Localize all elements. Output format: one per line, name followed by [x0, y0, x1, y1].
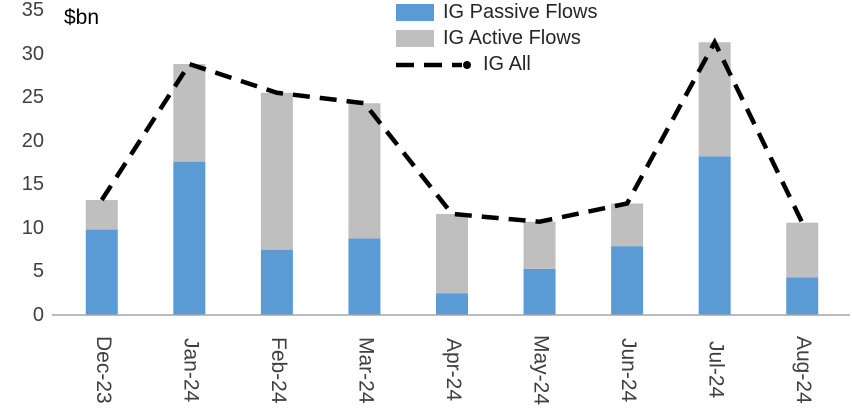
legend-item-ig-passive-flows: IG Passive Flows	[396, 1, 598, 23]
y-tick-35: 35	[21, 0, 44, 21]
legend-label-ig-passive-flows: IG Passive Flows	[443, 1, 598, 23]
bar-passive-jun-24	[611, 246, 644, 315]
bar-active-apr-24	[436, 213, 468, 294]
bar-passive-jan-24	[173, 161, 206, 315]
y-tick-10: 10	[21, 216, 44, 239]
x-tick-jan-24: Jan-24	[179, 337, 203, 403]
bar-passive-feb-24	[260, 249, 293, 315]
bar-passive-apr-24	[436, 293, 468, 315]
legend-swatch-ig-passive-flows	[396, 4, 434, 21]
legend-item-ig-active-flows: IG Active Flows	[396, 27, 597, 49]
x-tick-dec-23: Dec-23	[91, 336, 115, 404]
legend: IG Passive Flows IG Active Flows IG All	[396, 1, 598, 75]
bar-active-mar-24	[348, 103, 381, 239]
bar-passive-dec-23	[85, 229, 118, 315]
y-tick-25: 25	[21, 86, 44, 109]
bar-active-jun-24	[611, 203, 644, 247]
bar-active-feb-24	[260, 92, 293, 250]
bar-active-aug-24	[786, 222, 819, 278]
x-tick-jun-24: Jun-24	[617, 337, 641, 403]
legend-label-ig-all: IG All	[483, 53, 531, 75]
bar-passive-aug-24	[786, 277, 819, 315]
bar-active-dec-23	[85, 199, 118, 230]
y-tick-30: 30	[21, 42, 44, 65]
y-axis-unit-label: $bn	[64, 6, 100, 29]
x-tick-apr-24: Apr-24	[442, 338, 465, 402]
x-tick-jul-24: Jul-24	[704, 341, 728, 399]
y-tick-15: 15	[21, 173, 44, 196]
x-tick-may-24: May-24	[529, 334, 553, 406]
legend-swatch-ig-active-flows	[396, 30, 434, 47]
bar-passive-may-24	[523, 268, 556, 315]
x-tick-aug-24: Aug-24	[792, 336, 816, 404]
legend-dashed-line-ig-all	[396, 60, 471, 69]
legend-line-dot	[463, 60, 471, 69]
bar-passive-mar-24	[348, 238, 381, 315]
ig-all-dashed-line	[99, 37, 805, 225]
y-tick-0: 0	[32, 304, 44, 326]
x-tick-feb-24: Feb-24	[266, 336, 290, 404]
legend-label-ig-active-flows: IG Active Flows	[443, 27, 581, 49]
legend-item-ig-all: IG All	[396, 53, 597, 75]
bar-active-may-24	[523, 221, 556, 269]
x-tick-mar-24: Mar-24	[354, 336, 378, 404]
y-tick-20: 20	[21, 129, 44, 152]
y-tick-5: 5	[32, 260, 44, 283]
bar-passive-jul-24	[698, 156, 731, 315]
